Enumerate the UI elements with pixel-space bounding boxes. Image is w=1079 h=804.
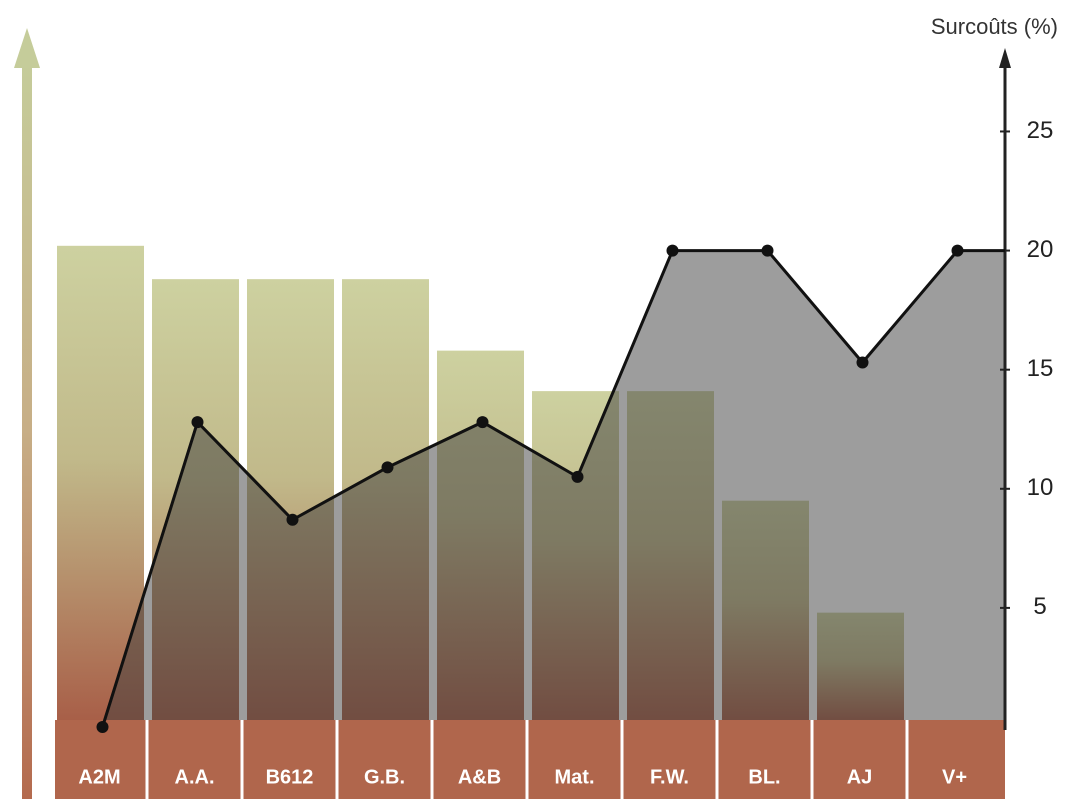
- y-tick-label: 5: [1033, 593, 1046, 620]
- left-axis-arrow: [14, 28, 40, 68]
- point: [286, 513, 299, 526]
- point: [951, 244, 964, 257]
- left-axis: [22, 60, 32, 799]
- y-tick-label: 20: [1027, 236, 1054, 263]
- area: [102, 250, 1005, 728]
- x-tick-label: F.W.: [650, 766, 689, 788]
- axis-title: Surcoûts (%): [931, 14, 1058, 39]
- x-tick-label: Mat.: [555, 766, 595, 788]
- y-tick-label: 15: [1027, 355, 1054, 382]
- x-tick-label: G.B.: [364, 766, 405, 788]
- point: [96, 721, 109, 733]
- x-tick-label: A.A.: [175, 766, 215, 788]
- right-axis-arrow: [999, 48, 1011, 68]
- point: [571, 470, 584, 483]
- x-tick-label: B612: [266, 766, 314, 788]
- y-tick-label: 25: [1027, 117, 1054, 144]
- x-tick-label: A&B: [458, 766, 501, 788]
- x-tick-label: BL.: [748, 766, 780, 788]
- category-strip: [55, 720, 1005, 799]
- x-tick-label: V+: [942, 766, 967, 788]
- point: [856, 356, 869, 369]
- point: [476, 416, 489, 429]
- x-tick-label: A2M: [78, 766, 120, 788]
- x-tick-label: AJ: [847, 766, 873, 788]
- point: [381, 461, 394, 474]
- y-tick-label: 10: [1027, 474, 1054, 501]
- point: [761, 244, 774, 257]
- point: [666, 244, 679, 257]
- point: [191, 416, 204, 429]
